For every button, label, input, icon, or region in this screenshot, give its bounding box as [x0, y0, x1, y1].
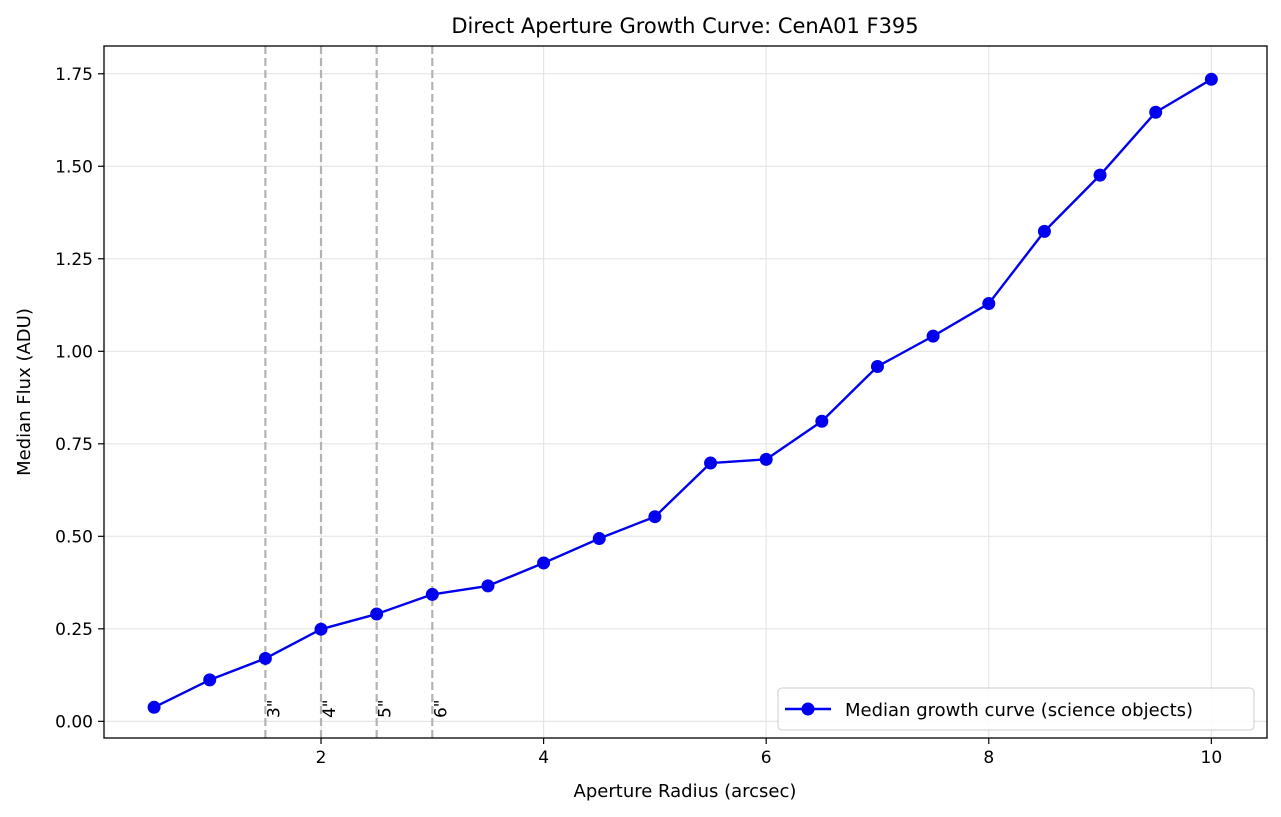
y-tick-label: 1.00: [55, 342, 93, 362]
y-tick-label: 1.25: [55, 250, 93, 270]
y-ticks: 0.00 0.25 0.50 0.75 1.00 1.25 1.50 1.75: [55, 65, 104, 732]
y-tick-label: 1.75: [55, 65, 93, 85]
data-point: [815, 414, 829, 428]
data-point: [982, 297, 996, 311]
data-point: [1093, 168, 1107, 182]
reference-line-label: 6": [431, 699, 451, 718]
chart-title: Direct Aperture Growth Curve: CenA01 F39…: [451, 14, 918, 38]
data-point: [147, 700, 161, 714]
x-ticks: 2 4 6 8 10: [316, 738, 1223, 768]
y-tick-label: 0.75: [55, 435, 93, 455]
grid: [104, 46, 1267, 738]
x-tick-label: 10: [1201, 748, 1223, 768]
legend-box: [777, 687, 1255, 731]
data-point: [704, 456, 718, 470]
reference-line-label: 5": [376, 699, 396, 718]
legend-marker-swatch: [801, 702, 815, 716]
data-point: [1204, 72, 1218, 86]
y-tick-label: 0.00: [55, 712, 93, 732]
x-axis-label: Aperture Radius (arcsec): [574, 781, 797, 802]
y-axis-label: Median Flux (ADU): [14, 308, 35, 476]
reference-line-label: 3": [264, 699, 284, 718]
legend: Median growth curve (science objects): [777, 687, 1255, 731]
series-layer: [147, 72, 1218, 714]
data-point: [258, 651, 272, 665]
y-tick-label: 1.50: [55, 157, 93, 177]
data-point: [1037, 224, 1051, 238]
y-tick-label: 0.50: [55, 527, 93, 547]
x-tick-label: 8: [983, 748, 994, 768]
reference-lines: [264, 46, 434, 738]
data-point: [1149, 105, 1163, 119]
x-tick-label: 6: [761, 748, 772, 768]
y-tick-label: 0.25: [55, 620, 93, 640]
legend-label: Median growth curve (science objects): [845, 700, 1193, 721]
data-point: [314, 622, 328, 636]
series-line: [153, 78, 1212, 709]
reference-line-label: 4": [320, 699, 340, 718]
data-point: [926, 329, 940, 343]
x-tick-label: 2: [316, 748, 327, 768]
reference-line-labels: 3" 4" 5" 6": [264, 699, 451, 718]
data-point: [592, 532, 606, 546]
data-point: [203, 673, 217, 687]
data-point: [370, 607, 384, 621]
data-point: [481, 579, 495, 593]
data-point: [537, 556, 551, 570]
x-tick-label: 4: [538, 748, 549, 768]
data-point: [759, 452, 773, 466]
data-point: [425, 587, 439, 601]
data-point: [648, 510, 662, 524]
data-point: [870, 359, 884, 373]
plot-frame: [103, 45, 1268, 739]
